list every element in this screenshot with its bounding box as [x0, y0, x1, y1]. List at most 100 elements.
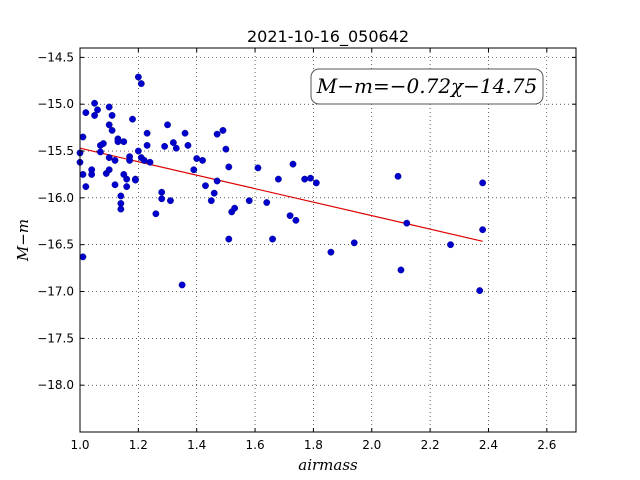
data-point	[132, 176, 139, 184]
data-point	[88, 171, 96, 178]
data-point	[143, 142, 151, 149]
data-point	[213, 177, 221, 185]
data-point	[210, 189, 218, 197]
data-point	[105, 103, 113, 111]
data-point	[134, 147, 142, 155]
data-point	[79, 253, 87, 261]
y-axis-label: M−m	[14, 219, 32, 262]
x-tick-label: 1.8	[304, 438, 323, 452]
data-point	[158, 195, 166, 203]
y-tick-label: −15.5	[37, 144, 74, 158]
y-tick-label: −16.0	[37, 191, 74, 205]
data-point	[403, 219, 411, 227]
data-point	[114, 138, 122, 146]
data-point	[123, 183, 131, 191]
data-point	[126, 156, 134, 164]
data-points	[76, 73, 487, 294]
data-point	[108, 112, 116, 119]
data-point	[222, 145, 230, 153]
chart-title: 2021-10-16_050642	[247, 27, 409, 47]
x-axis-label: airmass	[298, 456, 358, 474]
data-point	[350, 239, 358, 247]
data-point	[307, 174, 314, 182]
data-point	[94, 106, 101, 114]
data-point	[286, 212, 294, 220]
data-point	[225, 235, 233, 243]
data-point	[91, 112, 98, 119]
data-point	[82, 183, 90, 191]
data-point	[108, 127, 116, 134]
plot-frame	[79, 47, 577, 433]
data-point	[111, 156, 119, 164]
data-point	[263, 199, 271, 206]
fit-annotation: M−m=−0.72χ−14.75	[310, 68, 544, 105]
data-point	[213, 130, 221, 138]
data-point	[111, 181, 119, 189]
x-tick-label: 1.6	[246, 438, 265, 452]
fit-equation: M−m=−0.72χ−14.75	[316, 74, 537, 98]
data-point	[312, 179, 320, 187]
data-point	[164, 121, 171, 129]
data-point	[447, 241, 454, 249]
y-tick-labels: −14.5 −15.0 −15.5 −16.0 −16.5 −17.0 −17.5 −18.0	[37, 50, 74, 392]
y-tick-label: −16.5	[37, 238, 74, 252]
data-point	[225, 163, 233, 171]
data-point	[143, 129, 151, 137]
data-point	[161, 142, 169, 150]
x-tick-label: 2.2	[421, 438, 440, 452]
data-point	[476, 287, 484, 294]
data-point	[479, 226, 487, 234]
y-tick-label: −17.0	[37, 285, 74, 299]
data-point	[91, 99, 98, 107]
data-point	[105, 154, 113, 161]
x-tick-label: 1.0	[70, 438, 89, 452]
y-tick-label: −17.5	[37, 331, 74, 345]
data-point	[274, 175, 282, 183]
data-point	[79, 171, 87, 178]
data-point	[134, 73, 142, 81]
x-tick-label: 2.0	[362, 438, 381, 452]
data-point	[181, 129, 189, 137]
x-tick-label: 1.4	[187, 438, 206, 452]
data-point	[123, 175, 131, 183]
data-point	[184, 142, 192, 149]
data-point	[301, 175, 309, 183]
data-point	[117, 192, 125, 200]
data-point	[146, 158, 154, 166]
data-point	[79, 133, 87, 141]
data-point	[172, 144, 180, 152]
data-point	[190, 166, 198, 174]
data-point	[289, 160, 297, 168]
data-point	[193, 155, 201, 162]
data-point	[105, 121, 113, 129]
data-point	[99, 140, 107, 147]
data-point	[219, 127, 227, 134]
y-tick-label: −15.0	[37, 97, 74, 111]
data-point	[140, 156, 148, 164]
data-point	[394, 172, 402, 180]
data-point	[152, 210, 160, 218]
data-point	[254, 164, 262, 172]
data-point	[202, 182, 209, 190]
data-point	[269, 235, 276, 243]
x-tick-label: 2.4	[479, 438, 498, 452]
data-point	[167, 197, 174, 205]
data-point	[97, 148, 104, 156]
data-point	[137, 80, 145, 87]
data-point	[327, 248, 335, 256]
data-point	[479, 179, 487, 187]
data-point	[178, 281, 186, 289]
data-point	[397, 266, 405, 274]
x-tick-label: 2.6	[537, 438, 556, 452]
y-tick-label: −18.0	[37, 378, 74, 392]
data-point	[207, 197, 215, 205]
data-point	[105, 166, 113, 174]
data-point	[245, 197, 253, 205]
data-point	[158, 188, 166, 196]
x-tick-label: 1.2	[129, 438, 148, 452]
data-point	[231, 204, 239, 212]
data-point	[117, 205, 125, 213]
data-point	[120, 138, 128, 146]
data-point	[292, 216, 300, 224]
